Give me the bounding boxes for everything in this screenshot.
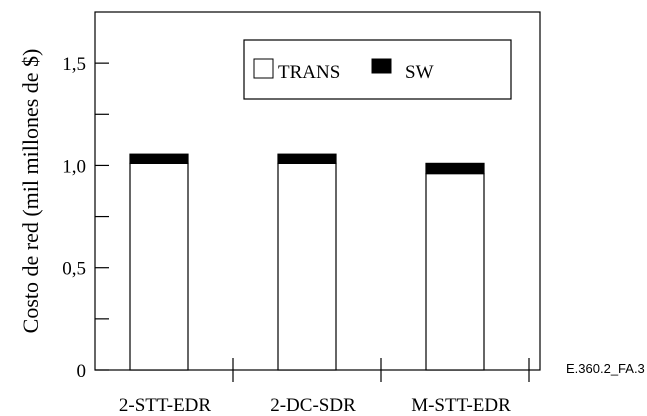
bar-trans-2-dc-sdr: [277, 162, 337, 371]
x-tick-label: M-STT-EDR: [411, 395, 511, 416]
legend-swatch-trans: [253, 58, 274, 79]
figure-id-label: E.360.2_FA.3: [566, 361, 645, 376]
bar-trans-2-stt-edr: [129, 162, 189, 371]
x-tick-label: 2-DC-SDR: [270, 395, 356, 416]
bar-sw-2-dc-sdr: [277, 153, 337, 164]
y-axis-label: Costo de red (mil millones de $): [18, 49, 43, 334]
y-tick-label: 1,5: [62, 54, 86, 75]
x-tick-label: 2-STT-EDR: [119, 395, 212, 416]
legend-label-trans: TRANS: [278, 62, 340, 83]
bar-trans-m-stt-edr: [425, 173, 485, 371]
y-ticks: 0 0,5 1,0 1,5: [62, 54, 109, 382]
y-tick-label: 1,0: [62, 156, 86, 177]
bars: [129, 153, 485, 371]
y-tick-label: 0: [77, 361, 87, 382]
legend: TRANS SW: [243, 39, 512, 100]
legend-swatch-sw: [371, 58, 392, 74]
y-tick-label: 0,5: [62, 259, 86, 280]
legend-label-sw: SW: [405, 62, 434, 83]
bar-sw-m-stt-edr: [425, 162, 485, 175]
x-ticks: 2-STT-EDR 2-DC-SDR M-STT-EDR: [119, 358, 530, 416]
bar-sw-2-stt-edr: [129, 153, 189, 164]
